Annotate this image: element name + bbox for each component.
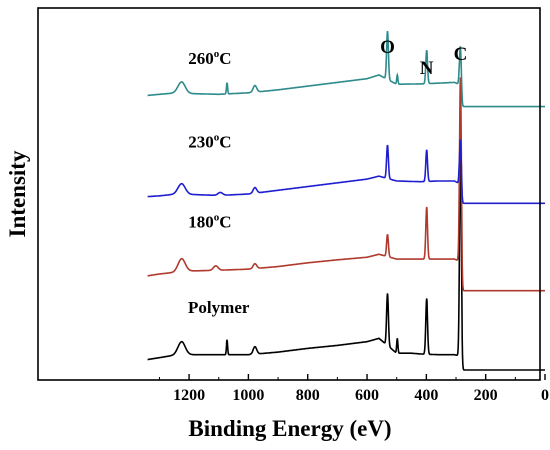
x-tick-label: 1200	[173, 387, 205, 404]
x-tick-layer: 1200 1000 800 600 400 200 0	[158, 374, 549, 404]
peak-label-o: O	[380, 37, 395, 58]
series-line-0	[147, 136, 545, 371]
y-axis-title: Intensity	[5, 150, 30, 237]
label-layer: Polymer 180oC 230oC 260oC O NC	[188, 37, 467, 317]
x-tick-label: 600	[355, 387, 379, 404]
series-line-1	[147, 77, 545, 292]
peak-label-n: N	[420, 58, 434, 79]
series-layer	[147, 31, 545, 371]
x-tick-label: 200	[474, 387, 498, 404]
series-label-1: 180oC	[188, 211, 231, 231]
series-label-0: Polymer	[188, 298, 250, 317]
series-label-3: 260oC	[188, 48, 231, 68]
peak-label-c: C	[454, 44, 468, 65]
x-tick-label: 800	[296, 387, 320, 404]
series-line-3	[147, 31, 545, 108]
series-label-2: 230oC	[188, 132, 231, 152]
x-tick-label: 1000	[232, 387, 264, 404]
x-axis-title: Binding Energy (eV)	[188, 416, 391, 441]
series-line-2	[147, 139, 545, 205]
x-tick-label: 0	[541, 387, 549, 404]
x-tick-label: 400	[414, 387, 438, 404]
plot-frame	[37, 7, 541, 381]
